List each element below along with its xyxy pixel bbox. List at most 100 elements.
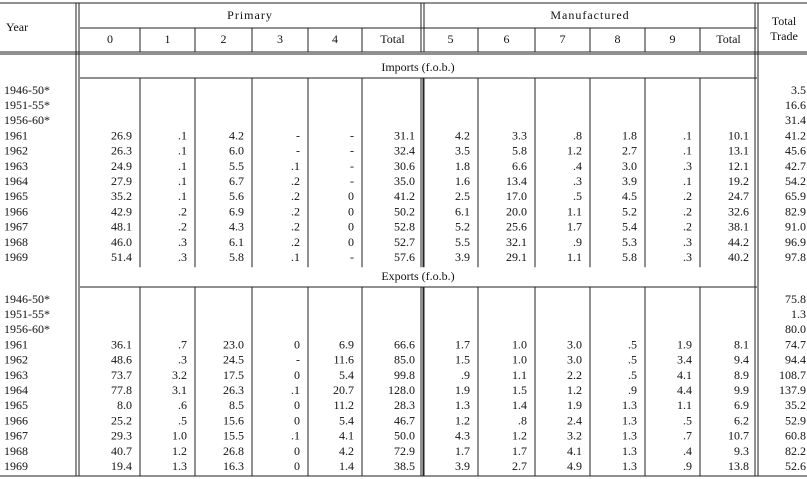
value-cell: 23.0 <box>223 337 244 351</box>
value-cell: 1.7 <box>455 444 470 458</box>
value-cell: 0 <box>294 368 300 382</box>
value-cell: 13.1 <box>728 144 749 158</box>
value-cell: .7 <box>683 429 692 443</box>
year-cell: 1962 <box>4 144 28 158</box>
value-cell: 75.8 <box>785 292 806 306</box>
year-cell: 1968 <box>4 444 28 458</box>
value-cell: 6.2 <box>734 413 749 427</box>
year-cell: 1968 <box>4 235 28 249</box>
value-cell: 26.3 <box>111 144 132 158</box>
value-cell: - <box>296 144 300 158</box>
value-cell: 1.2 <box>567 144 582 158</box>
value-cell: 5.5 <box>455 235 470 249</box>
value-cell: 1.3 <box>791 307 806 321</box>
value-cell: 6.0 <box>229 144 244 158</box>
value-cell: .4 <box>573 159 582 173</box>
value-cell: 51.4 <box>111 250 132 264</box>
value-cell: 80.0 <box>785 322 806 336</box>
value-cell: 1.3 <box>622 459 637 473</box>
value-cell: 65.9 <box>785 189 806 203</box>
value-cell: 16.3 <box>223 459 244 473</box>
value-cell: - <box>296 353 300 367</box>
value-cell: 0 <box>348 235 354 249</box>
value-cell: .5 <box>573 189 582 203</box>
value-cell: 85.0 <box>394 353 415 367</box>
value-cell: 1.3 <box>622 444 637 458</box>
value-cell: 10.7 <box>728 429 749 443</box>
value-cell: .9 <box>683 459 692 473</box>
value-cell: 1.3 <box>622 398 637 412</box>
value-cell: .2 <box>291 189 300 203</box>
value-cell: 74.7 <box>785 337 806 351</box>
value-cell: 32.6 <box>728 204 749 218</box>
value-cell: 4.1 <box>567 444 582 458</box>
value-cell: 42.7 <box>785 159 806 173</box>
value-cell: - <box>350 250 354 264</box>
value-cell: 10.1 <box>728 128 749 142</box>
value-cell: 1.2 <box>172 444 187 458</box>
value-cell: 19.2 <box>728 174 749 188</box>
value-cell: .5 <box>683 413 692 427</box>
value-cell: 0 <box>348 189 354 203</box>
value-cell: 25.2 <box>111 413 132 427</box>
column-header: 5 <box>448 32 454 46</box>
value-cell: 8.9 <box>734 368 749 382</box>
value-cell: 57.6 <box>394 250 415 264</box>
value-cell: 19.4 <box>111 459 132 473</box>
value-cell: 6.7 <box>229 174 244 188</box>
value-cell: 52.9 <box>785 413 806 427</box>
value-cell: 25.6 <box>506 220 527 234</box>
column-header: Total <box>380 32 405 46</box>
value-cell: 0 <box>294 459 300 473</box>
value-cell: .1 <box>683 174 692 188</box>
value-cell: .1 <box>178 128 187 142</box>
year-cell: 1951-55* <box>4 98 50 112</box>
value-cell: 5.8 <box>622 250 637 264</box>
value-cell: .1 <box>683 128 692 142</box>
total-trade-header: Total <box>772 14 797 28</box>
value-cell: 2.4 <box>567 413 582 427</box>
value-cell: 9.4 <box>734 353 749 367</box>
value-cell: 2.7 <box>512 459 527 473</box>
value-cell: - <box>350 159 354 173</box>
value-cell: .9 <box>628 383 637 397</box>
value-cell: 4.2 <box>455 128 470 142</box>
value-cell: 1.1 <box>567 204 582 218</box>
value-cell: 17.0 <box>506 189 527 203</box>
value-cell: .2 <box>291 220 300 234</box>
value-cell: 1.2 <box>455 413 470 427</box>
value-cell: 1.1 <box>677 398 692 412</box>
value-cell: 1.0 <box>512 337 527 351</box>
value-cell: 45.6 <box>785 144 806 158</box>
value-cell: .3 <box>178 250 187 264</box>
value-cell: 6.9 <box>229 204 244 218</box>
value-cell: 52.7 <box>394 235 415 249</box>
value-cell: 29.3 <box>111 429 132 443</box>
value-cell: 5.2 <box>622 204 637 218</box>
value-cell: - <box>350 144 354 158</box>
value-cell: 4.3 <box>455 429 470 443</box>
value-cell: 46.7 <box>394 413 415 427</box>
value-cell: 35.0 <box>394 174 415 188</box>
value-cell: 5.4 <box>339 413 354 427</box>
column-header: 6 <box>504 32 510 46</box>
year-cell: 1967 <box>4 429 28 443</box>
value-cell: 3.0 <box>567 353 582 367</box>
value-cell: .2 <box>291 174 300 188</box>
value-cell: .3 <box>573 174 582 188</box>
value-cell: 1.4 <box>512 398 527 412</box>
value-cell: .2 <box>178 220 187 234</box>
value-cell: 73.7 <box>111 368 132 382</box>
column-header: 4 <box>332 32 338 46</box>
primary-header: Primary <box>227 8 273 22</box>
value-cell: .5 <box>178 413 187 427</box>
value-cell: 3.4 <box>677 353 692 367</box>
value-cell: 1.3 <box>455 398 470 412</box>
value-cell: 11.2 <box>333 398 354 412</box>
value-cell: 5.2 <box>455 220 470 234</box>
value-cell: - <box>350 128 354 142</box>
value-cell: 66.6 <box>394 337 415 351</box>
value-cell: 50.0 <box>394 429 415 443</box>
value-cell: 4.1 <box>677 368 692 382</box>
value-cell: 6.1 <box>229 235 244 249</box>
